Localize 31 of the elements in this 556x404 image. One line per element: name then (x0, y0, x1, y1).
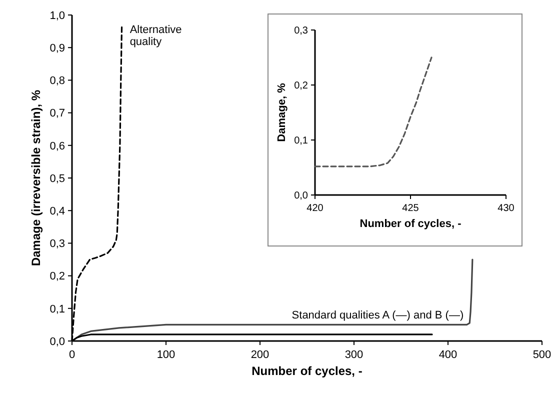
y-tick-label: 0,0 (294, 190, 308, 202)
y-tick-label: 0,4 (50, 205, 65, 218)
x-axis-title: Number of cycles, - (360, 218, 462, 230)
x-tick-label: 500 (532, 349, 552, 361)
x-axis-title: Number of cycles, - (252, 364, 362, 378)
x-tick-label: 300 (344, 349, 364, 361)
annotation: Standard qualities A (—) and B (—) (292, 310, 464, 322)
annotation: Alternative quality (130, 24, 182, 48)
y-tick-label: 0,3 (294, 26, 308, 36)
line-series (314, 56, 432, 168)
y-tick-label: 0,8 (50, 75, 65, 88)
x-tick-label: 100 (156, 349, 176, 361)
y-tick-label: 0,0 (50, 336, 65, 348)
x-tick-label: 420 (306, 203, 324, 214)
x-tick-label: 430 (498, 203, 515, 214)
x-tick-label: 425 (402, 203, 420, 214)
y-axis-title: Damage (irreversible strain), % (29, 90, 43, 266)
y-tick-label: 0,6 (50, 140, 65, 152)
y-axis-title: Damage, % (276, 82, 288, 142)
y-tick-label: 0,3 (50, 238, 65, 250)
x-tick-label: 0 (68, 349, 76, 361)
y-tick-label: 0,9 (50, 42, 65, 54)
y-tick-label: 0,1 (50, 303, 65, 316)
x-tick-label: 200 (250, 349, 270, 361)
y-tick-label: 0,5 (50, 172, 65, 185)
y-tick-label: 0,2 (294, 80, 308, 92)
x-tick-label: 400 (438, 349, 458, 361)
y-tick-label: 0,2 (50, 270, 65, 283)
y-tick-label: 0,1 (294, 136, 308, 146)
y-tick-label: 0,7 (50, 108, 65, 120)
y-tick-label: 1,0 (50, 10, 65, 22)
